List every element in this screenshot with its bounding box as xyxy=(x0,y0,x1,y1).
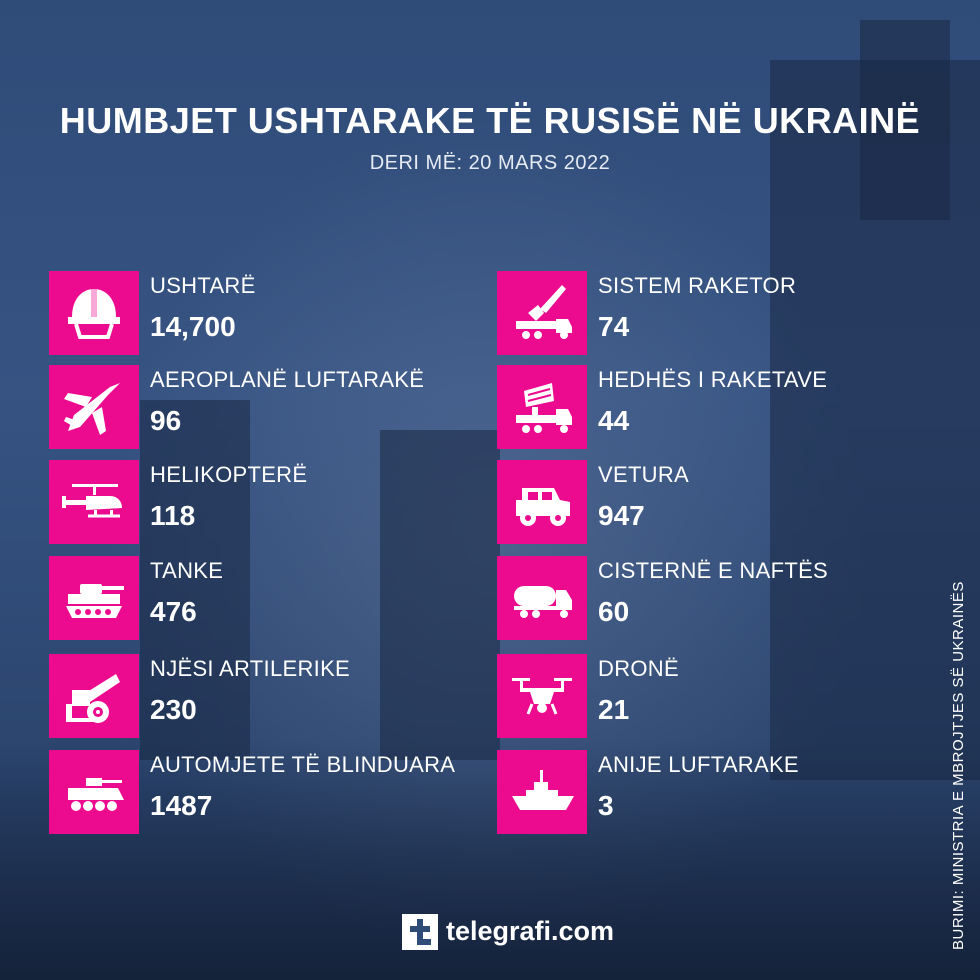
stat-value: 947 xyxy=(598,500,645,531)
stat-label: AUTOMJETE TË BLINDUARA xyxy=(150,752,456,777)
armored-vehicle-icon xyxy=(68,778,124,811)
logo-text: telegrafi.com xyxy=(446,916,615,946)
vehicle-icon xyxy=(516,488,570,526)
icon-tile xyxy=(49,460,139,544)
stat-label: NJËSI ARTILERIKE xyxy=(150,656,351,681)
stat-value: 21 xyxy=(598,694,630,725)
background-rubble xyxy=(0,740,980,980)
icon-tile xyxy=(497,271,587,355)
icon-tile xyxy=(49,271,139,355)
fighter-jet-icon xyxy=(64,383,120,435)
background-building xyxy=(380,430,500,760)
tank-icon xyxy=(66,584,124,618)
missile-system-icon xyxy=(516,285,572,339)
icon-tile xyxy=(497,750,587,834)
source-note: BURIMI: MINISTRIA E MBROJTJES SË UKRAINË… xyxy=(950,581,967,950)
stat-label: HEDHËS I RAKETAVE xyxy=(598,367,828,392)
stat-label: HELIKOPTERË xyxy=(150,462,308,487)
fuel-tanker-icon xyxy=(514,586,572,618)
icon-tile xyxy=(497,654,587,738)
drone-icon xyxy=(512,678,572,715)
stat-label: ANIJE LUFTARAKE xyxy=(598,752,799,777)
background-building xyxy=(140,400,250,760)
stat-value: 60 xyxy=(598,596,630,627)
page-subtitle: DERI MË: 20 MARS 2022 xyxy=(369,152,611,174)
icon-tile xyxy=(49,750,139,834)
icon-tile xyxy=(49,365,139,449)
telegrafi-logo-icon xyxy=(402,914,438,950)
stat-label: AEROPLANË LUFTARAKË xyxy=(150,367,425,392)
background-building xyxy=(860,20,950,220)
stat-value: 44 xyxy=(598,405,630,436)
stat-label: DRONË xyxy=(598,656,679,681)
artillery-icon xyxy=(66,674,120,723)
stat-label: SISTEM RAKETOR xyxy=(598,273,797,298)
icon-tile xyxy=(49,556,139,640)
stat-label: USHTARË xyxy=(150,273,256,298)
stat-value: 14,700 xyxy=(150,311,236,342)
stat-value: 1487 xyxy=(150,790,213,821)
icon-tile xyxy=(49,654,139,738)
stat-value: 118 xyxy=(150,500,196,531)
icon-tile xyxy=(497,556,587,640)
stat-label: VETURA xyxy=(598,462,690,487)
icon-tile xyxy=(497,460,587,544)
page-title: HUMBJET USHTARAKE TË RUSISË NË UKRAINË xyxy=(59,100,921,141)
stat-value: 476 xyxy=(150,596,197,627)
stat-label: CISTERNË E NAFTËS xyxy=(598,558,829,583)
stat-value: 3 xyxy=(598,790,614,821)
rocket-launcher-icon xyxy=(516,383,572,433)
stat-value: 96 xyxy=(150,405,182,436)
helicopter-icon xyxy=(62,484,122,518)
warship-icon xyxy=(512,770,574,810)
icon-tile xyxy=(497,365,587,449)
stat-label: TANKE xyxy=(150,558,224,583)
helmet-icon xyxy=(68,289,120,339)
stat-value: 230 xyxy=(150,694,197,725)
stat-value: 74 xyxy=(598,311,630,342)
